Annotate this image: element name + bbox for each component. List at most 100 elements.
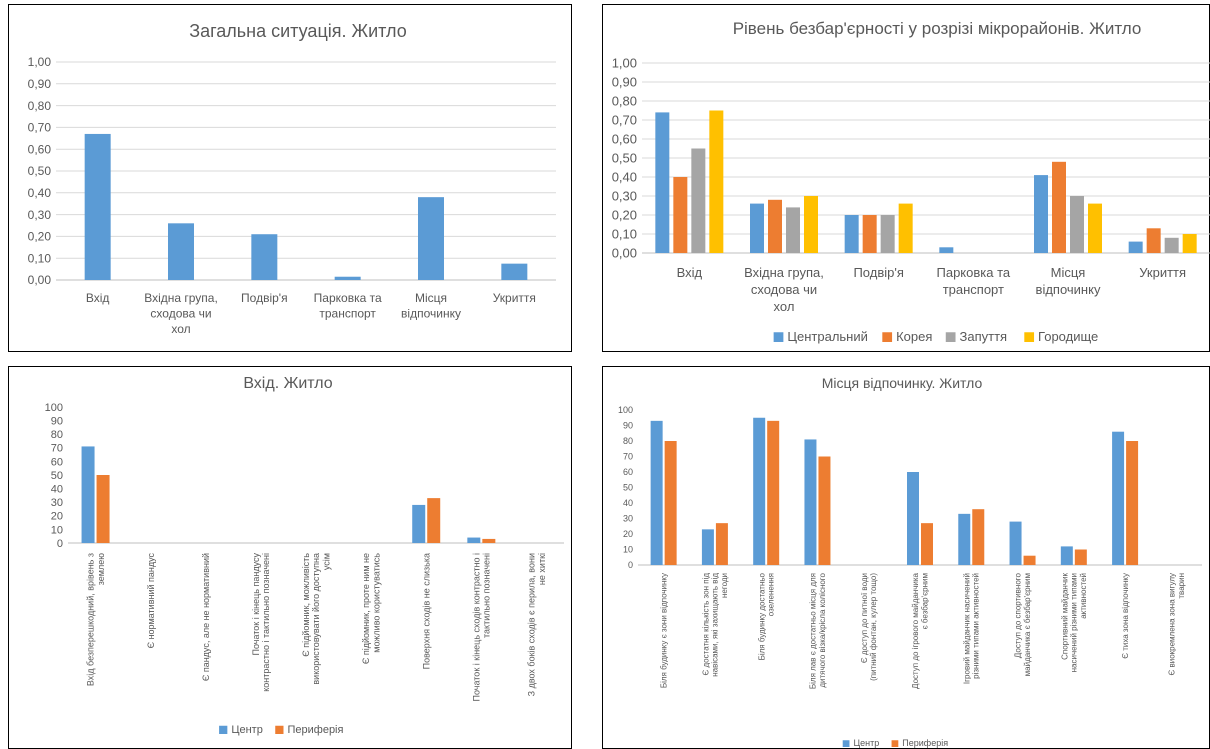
bar: [1146, 228, 1161, 253]
y-tick-label: 10: [51, 524, 63, 536]
bar: [1112, 431, 1125, 565]
x-tick-label-line: Біля будинку достатньо: [757, 572, 766, 660]
x-tick-label-line: контрастно і тактильно позначені: [261, 553, 271, 692]
bar: [1023, 555, 1036, 565]
bar: [753, 417, 766, 565]
y-tick-label: 0,30: [28, 208, 52, 222]
y-tick-label: 0,60: [28, 142, 52, 156]
y-tick-label: 80: [51, 429, 63, 441]
x-tick-label-line: Є доступ до питної води: [860, 573, 869, 663]
legend-label: Центральний: [787, 329, 868, 344]
x-tick-label: Парковка та: [314, 291, 382, 305]
y-tick-label: 80: [623, 436, 633, 446]
chart-title: Місця відпочинку. Житло: [822, 375, 983, 391]
y-tick-label: 90: [51, 415, 63, 427]
bar: [1070, 196, 1084, 253]
x-tick-label-line: озеленення: [767, 573, 776, 616]
legend-swatch: [773, 332, 784, 342]
bar: [655, 112, 670, 254]
y-tick-label: 0,10: [612, 227, 637, 242]
bar: [482, 538, 496, 543]
x-tick-label: Є достатня кількість зон під навісами, як…: [702, 573, 729, 677]
x-tick-label-line: землею: [96, 553, 106, 585]
x-tick-label: Подвір'я: [241, 291, 288, 305]
x-tick-label-line: активностей: [1079, 573, 1088, 619]
bar: [972, 509, 985, 565]
bar: [1088, 203, 1102, 253]
legend-swatch: [891, 740, 899, 747]
x-tick-label: Укриття: [1139, 265, 1186, 280]
x-tick-label: Укриття: [493, 291, 536, 305]
chart-rest-areas: Місця відпочинку. Житло 0 10 20 30 40 50 60 70 80…: [602, 366, 1210, 749]
bar: [81, 446, 95, 543]
bar: [768, 199, 782, 253]
bar: [750, 203, 764, 253]
x-tick-label: транспорт: [319, 307, 376, 321]
y-tick-label: 0,10: [28, 251, 52, 265]
x-tick-label: Вхід безперешкодний, врівень з землею: [86, 553, 106, 686]
legend-swatch: [945, 332, 956, 342]
x-tick-label: Є тиха зона відпочинку: [1121, 573, 1130, 659]
bar: [921, 523, 933, 565]
bar: [786, 207, 800, 253]
chart-panel-rest-areas: Місця відпочинку. Житло 0 10 20 30 40 50 60 70 80…: [602, 366, 1210, 749]
x-tick-label-line: Доступ до спортивного: [1014, 572, 1023, 658]
y-tick-label: 90: [623, 421, 633, 431]
bar: [1074, 549, 1087, 565]
x-tick-label: Біля будинку достатньо озеленення: [757, 572, 775, 660]
y-tick-label: 30: [51, 497, 63, 509]
chart-title: Рівень безбар'єрності у розрізі мікрорай…: [733, 19, 1142, 38]
x-tick-label: Подвір'я: [853, 265, 903, 280]
y-tick-label: 60: [51, 456, 63, 468]
y-tick-label: 70: [51, 443, 63, 455]
x-tick-label-line: Є підйомник, можливість: [301, 553, 311, 657]
bar: [418, 197, 444, 280]
legend-swatch: [1024, 332, 1035, 342]
y-tick-label: 0,20: [28, 230, 52, 244]
y-tick-label: 70: [623, 452, 633, 462]
x-tick-label-line: Доступ до ігрового майданчика: [911, 572, 920, 688]
y-tick-label: 0,30: [612, 189, 637, 204]
bar: [467, 537, 481, 543]
bar: [412, 504, 426, 543]
bar: [898, 203, 913, 253]
bar: [650, 420, 663, 565]
y-tick-label: 0,00: [28, 273, 52, 287]
x-tick-label: Біля лав є достатньо місця для дитячого в…: [809, 572, 827, 689]
y-tick-label: 0,40: [612, 170, 637, 185]
chart-overall: Загальна ситуація. Житло 0,00 0,10 0,20 0,30…: [8, 4, 572, 352]
x-tick-label-line: навісами, які захищають від: [711, 573, 720, 677]
y-tick-label: 1,00: [28, 55, 52, 69]
chart-districts: Рівень безбар'єрності у розрізі мікрорай…: [602, 4, 1210, 352]
bar: [427, 498, 441, 543]
x-tick-label: Біля будинку є зони відпочинку: [659, 573, 668, 688]
bar: [1128, 241, 1143, 253]
x-tick-label-line: тактильно позначені: [482, 553, 492, 638]
bar: [673, 177, 688, 253]
x-tick-label-line: З двох боків сходів є перила, вони: [526, 553, 536, 696]
x-tick-label: Доступ до ігрового майданчика є безбар'єр…: [911, 572, 929, 688]
bar: [1034, 175, 1048, 253]
x-tick-label: Є доступ до питної води (питний фонтан, к…: [860, 573, 878, 681]
x-tick-label: Є нормативний пандус: [146, 553, 156, 649]
y-tick-label: 0: [57, 538, 63, 550]
bar: [709, 110, 724, 253]
bar: [844, 215, 859, 253]
x-tick-label: Місця: [415, 291, 447, 305]
x-tick-label: відпочинку: [1036, 282, 1101, 297]
x-tick-label: хол: [171, 322, 190, 336]
bar: [1052, 161, 1066, 253]
y-tick-label: 0,70: [28, 121, 52, 135]
x-tick-label-line: Початок і кінець сходів контрастно і: [471, 553, 481, 701]
x-tick-label-line: можливо користуватись: [371, 553, 381, 653]
x-tick-label-line: тварин: [1177, 573, 1186, 599]
chart-panel-overall: Загальна ситуація. Житло 0,00 0,10 0,20 0,30…: [8, 4, 572, 352]
bar: [691, 148, 706, 253]
x-tick-label: Є виокремлена зона вигулу тварин: [1168, 573, 1186, 676]
bar: [501, 263, 528, 280]
y-tick-label: 10: [623, 545, 633, 555]
x-tick-label: Вхід: [86, 291, 110, 305]
y-tick-label: 60: [623, 467, 633, 477]
y-tick-label: 30: [623, 514, 633, 524]
bar: [862, 215, 877, 253]
